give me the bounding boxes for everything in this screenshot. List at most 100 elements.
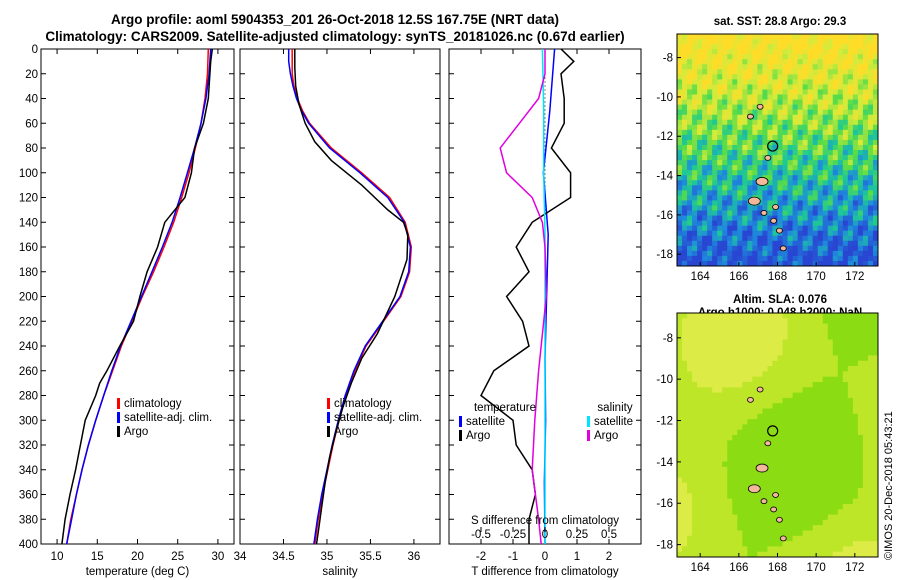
argo-float-marker: [767, 425, 779, 437]
island-shape: [764, 154, 772, 161]
ytick-label: 360: [19, 490, 38, 502]
ytick-label: 200: [19, 292, 38, 304]
map-lon-label: 170: [807, 562, 826, 574]
island-shape: [760, 210, 768, 216]
xtick-label: 34.5: [272, 551, 294, 563]
map-lat-label: -12: [656, 416, 673, 428]
plot-frame-1: [40, 48, 235, 545]
plot-frame-2: [239, 48, 441, 545]
island-shape: [755, 177, 769, 186]
legend-label: climatology: [124, 398, 182, 410]
legend-label: climatology: [334, 398, 392, 410]
map-lat-label: -14: [656, 171, 673, 183]
ytick-label: 260: [19, 366, 38, 378]
ytick-label: 0: [32, 44, 38, 56]
island-shape: [747, 113, 754, 120]
map-lat-label: -10: [656, 92, 673, 104]
ytick-label: 220: [19, 316, 38, 328]
xtick-label: 15: [91, 551, 104, 563]
ytick-label: 240: [19, 341, 38, 353]
temperature-line-3: [61, 48, 214, 545]
legend-label: Argo: [466, 430, 490, 442]
island-shape: [756, 103, 764, 110]
difference-line-4: [499, 49, 548, 545]
map-lat-label: -16: [656, 210, 673, 222]
xtick-label: 35.5: [359, 551, 381, 563]
island-shape: [747, 196, 761, 206]
argo-float-marker: [767, 140, 779, 152]
ytick-label: 120: [19, 193, 38, 205]
x-axis-label: T difference from climatology: [471, 566, 618, 578]
island-shape: [772, 492, 779, 498]
chart-title-line2: Climatology: CARS2009. Satellite-adjuste…: [45, 29, 625, 44]
x-axis-label: temperature (deg C): [86, 566, 190, 578]
temperature-line-2: [65, 48, 212, 545]
island-shape: [776, 516, 783, 523]
ytick-label: 160: [19, 242, 38, 254]
ytick-label: 280: [19, 391, 38, 403]
legend-label: satellite: [466, 416, 505, 428]
ytick-label: 340: [19, 465, 38, 477]
xtick-label: -1: [508, 551, 518, 563]
salinity-line-1: [291, 49, 413, 545]
island-shape: [747, 484, 761, 494]
ytick-label: 400: [19, 539, 38, 551]
difference-line-2: [480, 48, 575, 544]
map-lon-label: 168: [768, 271, 787, 283]
ytick-label: 20: [25, 69, 38, 81]
salinity-line-3: [294, 49, 409, 545]
map-lat-label: -14: [656, 457, 673, 469]
map-lat-label: -8: [663, 53, 673, 65]
x2tick-label: 0.25: [566, 529, 588, 541]
ytick-label: 180: [19, 267, 38, 279]
map-lat-label: -18: [656, 249, 673, 261]
island-shape: [760, 498, 768, 505]
legend-label: Argo: [594, 430, 618, 442]
ytick-label: 80: [25, 143, 38, 155]
temperature-line-1: [65, 48, 210, 545]
island-shape: [772, 204, 779, 210]
legend-swatch: [117, 426, 120, 437]
xtick-label: 36: [408, 551, 421, 563]
ytick-label: 40: [25, 94, 38, 106]
legend-swatch: [327, 398, 330, 409]
map-lat-label: -8: [663, 333, 673, 345]
map-lat-label: -10: [656, 374, 673, 386]
xtick-label: 0: [542, 551, 548, 563]
map-lon-label: 164: [691, 562, 711, 574]
x2tick-label: 0.5: [601, 529, 617, 541]
legend-swatch: [587, 430, 590, 441]
xtick-label: 10: [51, 551, 64, 563]
salinity-line-2: [287, 49, 412, 545]
map-lon-label: 170: [807, 271, 826, 283]
legend-swatch: [117, 398, 120, 409]
island-shape: [779, 535, 787, 542]
x2tick-label: -0.25: [500, 529, 526, 541]
sla-map: [677, 313, 879, 558]
ytick-label: 300: [19, 415, 38, 427]
xtick-label: 20: [131, 551, 144, 563]
map-lon-label: 166: [729, 271, 748, 283]
map-lat-label: -18: [656, 540, 673, 552]
x2tick-label: 0: [542, 529, 548, 541]
xtick-label: 25: [171, 551, 184, 563]
x2tick-label: -0.5: [471, 529, 491, 541]
legend-salinity-heading: salinity: [597, 402, 632, 414]
xtick-label: -2: [476, 551, 486, 563]
legend-swatch: [327, 426, 330, 437]
ytick-label: 380: [19, 514, 38, 526]
island-shape: [755, 463, 769, 473]
ytick-label: 100: [19, 168, 38, 180]
legend-temperature-heading: temperature: [474, 402, 536, 414]
xtick-label: 34: [234, 551, 247, 563]
island-shape: [764, 440, 772, 447]
map-lon-label: 172: [845, 562, 864, 574]
island-shape: [776, 227, 783, 234]
ytick-label: 140: [19, 217, 38, 229]
legend-swatch: [327, 412, 330, 423]
legend-label: satellite-adj. clim.: [124, 412, 212, 424]
legend-label: satellite-adj. clim.: [334, 412, 422, 424]
map-lat-label: -12: [656, 131, 673, 143]
legend-swatch: [459, 416, 462, 427]
